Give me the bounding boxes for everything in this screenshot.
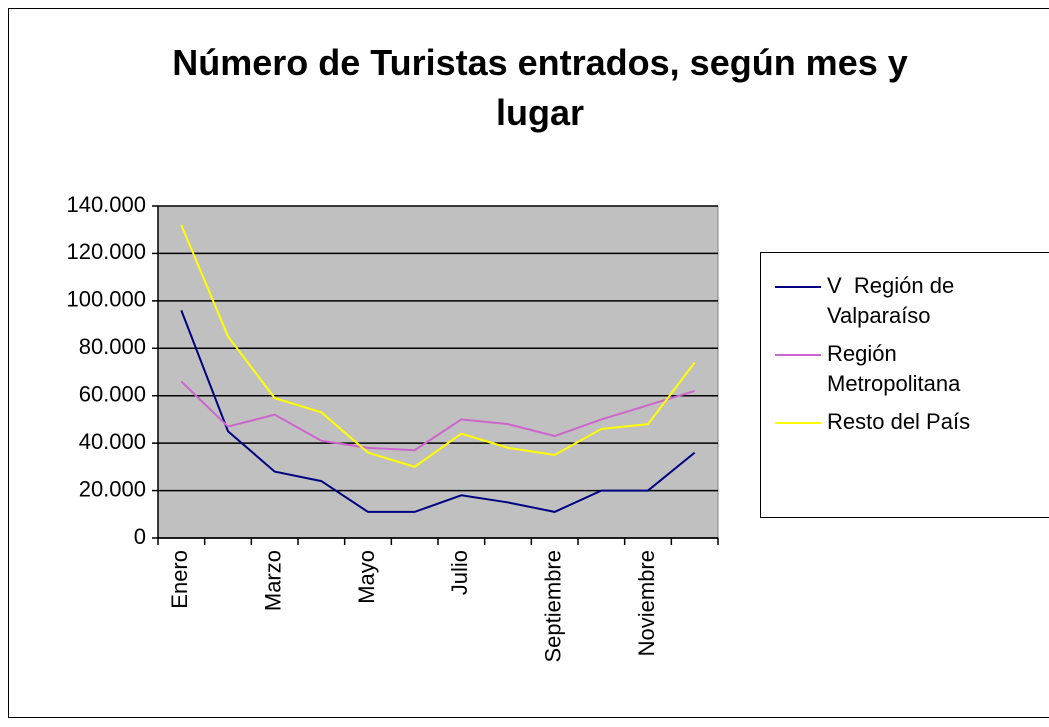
y-tick-label: 140.000 bbox=[66, 192, 146, 217]
series-line bbox=[180, 224, 696, 468]
plot-area bbox=[157, 205, 719, 539]
x-tick-label: Mayo bbox=[354, 550, 379, 604]
y-tick-label: 120.000 bbox=[66, 239, 146, 264]
x-tick-label: Marzo bbox=[260, 550, 285, 611]
series-line bbox=[180, 309, 696, 513]
legend-entry: Resto del País bbox=[761, 407, 1032, 437]
y-tick-label: 100.000 bbox=[66, 287, 146, 312]
x-tick-label: Enero bbox=[167, 550, 192, 609]
chart-title: Número de Turistas entrados, según mes y… bbox=[172, 42, 908, 133]
x-tick-label: Noviembre bbox=[634, 550, 659, 656]
series-line bbox=[180, 380, 695, 452]
y-tick-label: 60.000 bbox=[79, 382, 146, 407]
legend-label: V Región de Valparaíso bbox=[827, 273, 961, 328]
legend-entry: Región Metropolitana bbox=[761, 339, 1032, 399]
legend: V Región de Valparaíso Región Metropolita… bbox=[760, 252, 1049, 518]
y-tick-label: 80.000 bbox=[79, 334, 146, 359]
legend-swatch bbox=[775, 286, 821, 288]
legend-swatch bbox=[775, 422, 821, 424]
x-tick-label: Septiembre bbox=[540, 550, 565, 663]
legend-swatch bbox=[775, 354, 821, 356]
legend-label: Región Metropolitana bbox=[827, 341, 961, 396]
y-tick-label: 0 bbox=[134, 524, 146, 549]
legend-entry: V Región de Valparaíso bbox=[761, 271, 1032, 331]
legend-label: Resto del País bbox=[827, 409, 971, 434]
y-tick-label: 20.000 bbox=[79, 476, 146, 501]
x-tick-label: Julio bbox=[447, 550, 472, 595]
y-tick-label: 40.000 bbox=[79, 429, 146, 454]
